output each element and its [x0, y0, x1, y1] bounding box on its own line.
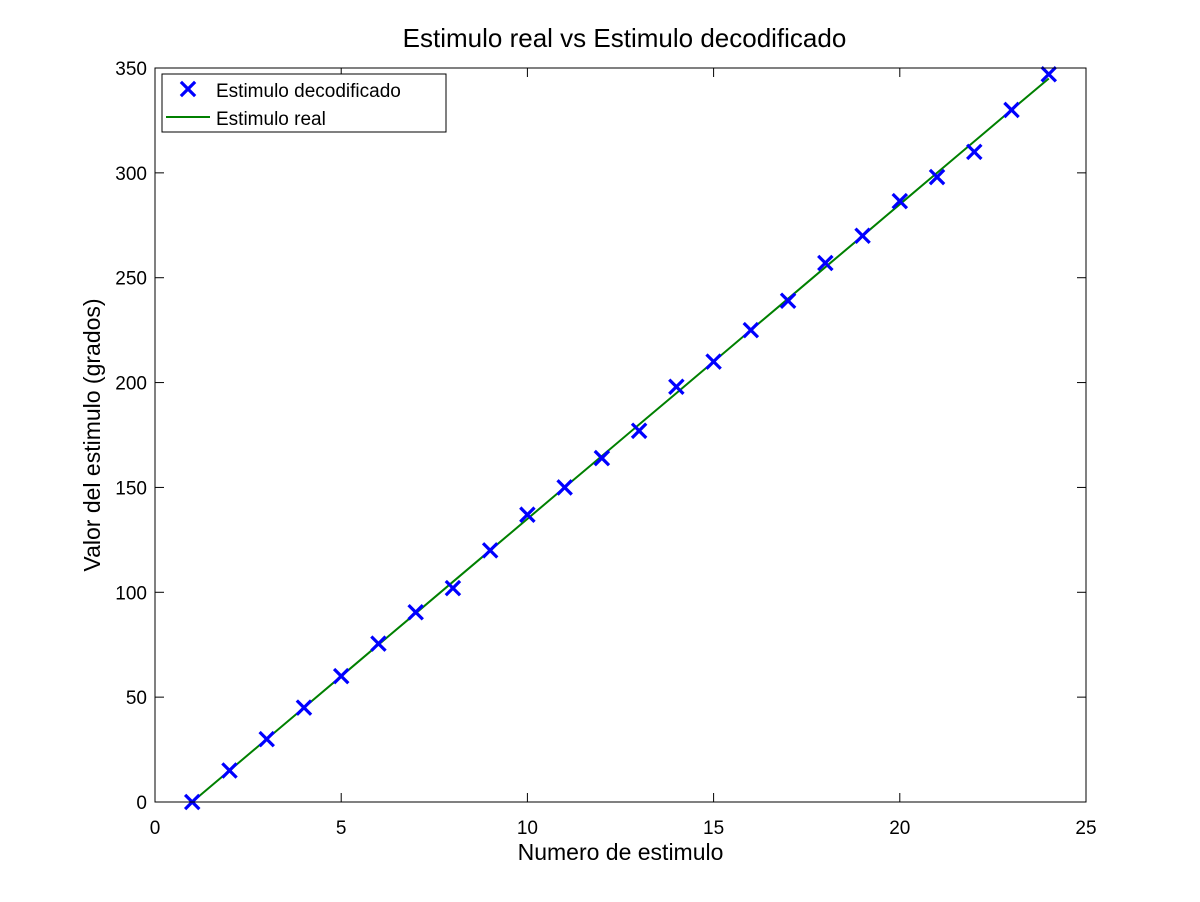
legend-box: [161, 73, 447, 133]
data-point-decodificado: [1003, 101, 1020, 119]
data-point-decodificado: [221, 762, 238, 779]
data-point-decodificado: [295, 699, 313, 716]
axes-frame: [154, 67, 1087, 803]
data-point-decodificado: [630, 422, 648, 440]
y-tick-label: 200: [115, 374, 147, 395]
x-tick-label: 0: [150, 818, 161, 839]
y-tick-label: 50: [126, 688, 147, 709]
data-point-decodificado: [593, 449, 611, 467]
data-point-decodificado: [481, 542, 499, 559]
x-tick-label: 15: [703, 818, 724, 839]
data-point-decodificado: [854, 227, 871, 245]
data-point-decodificado: [556, 479, 573, 496]
data-point-decodificado: [258, 730, 275, 748]
data-point-decodificado: [779, 292, 797, 310]
y-tick-label: 100: [115, 583, 147, 604]
data-point-decodificado: [928, 168, 946, 186]
data-point-decodificado: [444, 579, 462, 597]
plot-area: [155, 68, 1086, 802]
data-point-decodificado: [1040, 66, 1058, 83]
data-point-decodificado: [966, 143, 983, 161]
y-tick-label: 150: [115, 478, 147, 499]
data-point-decodificado: [705, 353, 722, 370]
x-tick-label: 20: [889, 818, 910, 839]
legend-entry-decodificado: Estimulo decodificado: [216, 81, 401, 102]
chart-title: Estimulo real vs Estimulo decodificado: [403, 23, 847, 53]
legend-marker-decodificado: [179, 80, 197, 98]
y-axis-label: Valor del estimulo (grados): [79, 298, 105, 571]
data-point-decodificado: [668, 378, 685, 396]
x-axis-label: Numero de estimulo: [518, 839, 724, 865]
y-tick-label: 0: [136, 793, 147, 814]
data-point-decodificado: [742, 321, 760, 339]
x-tick-label: 25: [1075, 818, 1096, 839]
data-point-decodificado: [817, 254, 834, 272]
data-point-decodificado: [891, 192, 909, 210]
series-layer: [183, 66, 1058, 811]
data-point-decodificado: [519, 506, 536, 523]
data-point-decodificado: [407, 603, 424, 621]
y-tick-label: 250: [115, 269, 147, 290]
x-tick-label: 10: [517, 818, 538, 839]
y-tick-label: 300: [115, 164, 147, 185]
legend-entry-real: Estimulo real: [216, 109, 326, 130]
data-point-decodificado: [332, 667, 350, 685]
y-tick-label: 350: [115, 59, 147, 80]
data-point-decodificado: [370, 635, 387, 652]
x-tick-label: 5: [336, 818, 347, 839]
legend: Estimulo decodificado Estimulo real: [161, 73, 447, 133]
